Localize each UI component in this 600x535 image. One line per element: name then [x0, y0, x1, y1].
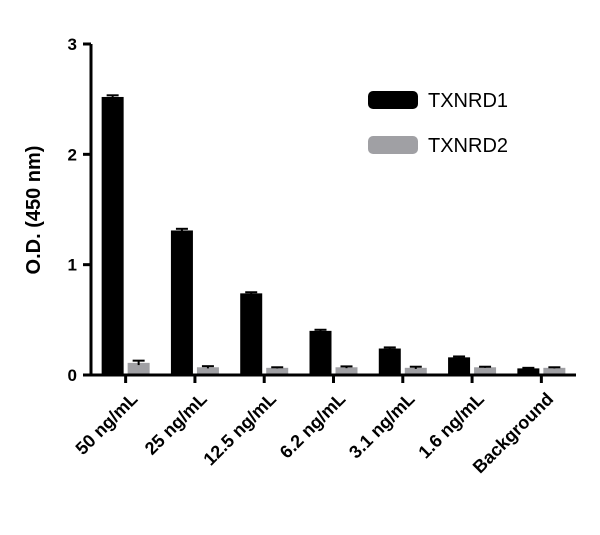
bar-txnrd2-5 — [474, 367, 497, 375]
bar-txnrd2-1 — [196, 367, 219, 375]
y-tick-label-3: 3 — [68, 35, 77, 54]
x-tick-label-5: 1.6 ng/mL — [414, 389, 488, 463]
bar-txnrd2-0 — [127, 362, 150, 375]
bars-layer — [101, 94, 566, 376]
bar-txnrd1-5 — [448, 357, 471, 375]
y-axis-title: O.D. (450 nm) — [23, 146, 45, 275]
bar-txnrd2-4 — [404, 367, 427, 375]
x-tick-label-4: 3.1 ng/mL — [345, 389, 419, 463]
bar-txnrd2-2 — [266, 367, 289, 375]
bar-txnrd1-0 — [101, 96, 124, 376]
x-tick-label-1: 25 ng/mL — [141, 389, 211, 459]
legend-label-txnrd2: TXNRD2 — [428, 135, 508, 157]
y-tick-label-1: 1 — [68, 256, 77, 275]
x-tick-label-2: 12.5 ng/mL — [199, 389, 280, 470]
bar-txnrd2-6 — [543, 367, 566, 375]
legend-swatch-txnrd2 — [368, 136, 418, 154]
y-tick-label-0: 0 — [68, 366, 77, 385]
legend-label-txnrd1: TXNRD1 — [428, 90, 508, 112]
x-tick-label-0: 50 ng/mL — [72, 389, 142, 459]
bar-txnrd1-4 — [378, 348, 401, 375]
bar-txnrd1-6 — [517, 368, 540, 375]
legend-swatch-txnrd1 — [368, 91, 418, 109]
bar-txnrd1-2 — [240, 293, 263, 375]
y-tick-label-2: 2 — [68, 145, 77, 164]
x-tick-label-3: 6.2 ng/mL — [276, 389, 350, 463]
legend: TXNRD1 TXNRD2 — [368, 90, 508, 157]
bar-txnrd1-1 — [170, 230, 193, 375]
bar-txnrd1-3 — [309, 330, 332, 375]
bar-txnrd2-3 — [335, 367, 358, 375]
